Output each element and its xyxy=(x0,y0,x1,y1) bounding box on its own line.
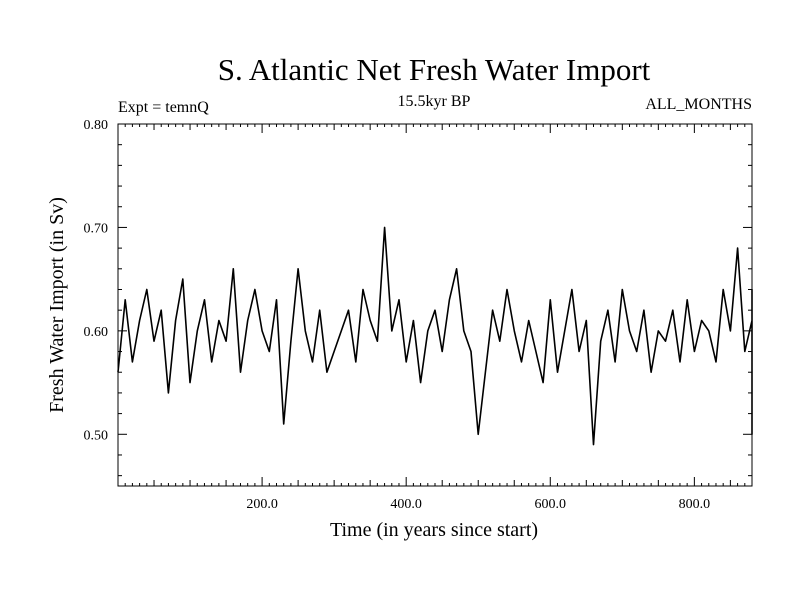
period-label: 15.5kyr BP xyxy=(398,93,471,110)
x-axis-ticks: 200.0 400.0 600.0 800.0 xyxy=(124,124,746,512)
y-tick-label: 0.80 xyxy=(84,118,109,133)
experiment-label: Expt = temnQ xyxy=(118,99,209,116)
x-tick-label: 800.0 xyxy=(679,497,711,512)
y-tick-label: 0.70 xyxy=(84,221,109,236)
x-tick-label: 200.0 xyxy=(246,497,278,512)
y-tick-label: 0.50 xyxy=(84,428,109,443)
y-axis-label: Fresh Water Import (in Sv) xyxy=(46,197,68,413)
y-tick-label: 0.60 xyxy=(84,325,109,340)
x-tick-label: 600.0 xyxy=(535,497,567,512)
chart-title: S. Atlantic Net Fresh Water Import xyxy=(218,52,651,87)
x-tick-label: 400.0 xyxy=(390,497,422,512)
plot-frame xyxy=(117,123,753,487)
series-line xyxy=(117,226,753,446)
y-axis-ticks: 0.50 0.60 0.70 0.80 xyxy=(84,118,752,477)
x-axis-label: Time (in years since start) xyxy=(330,519,538,541)
months-label: ALL_MONTHS xyxy=(645,96,752,113)
